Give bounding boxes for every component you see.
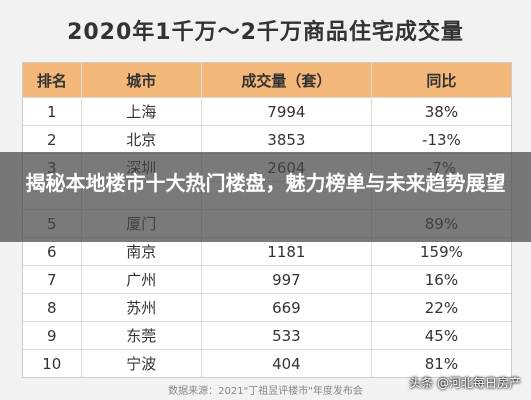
- source-note: 数据来源：2021"丁祖昱评楼市"年度发布会: [168, 386, 363, 397]
- change-cell: 81%: [424, 354, 459, 373]
- change-cell: 159%: [419, 242, 463, 261]
- table-row: 1 上海 7994 38%: [23, 97, 511, 125]
- rank-cell: 10: [23, 350, 82, 377]
- city-cell: 北京: [82, 126, 202, 153]
- city-cell: 上海: [82, 98, 202, 125]
- rank-cell: 6: [23, 238, 82, 265]
- rank-cell: 1: [23, 98, 82, 125]
- volume-cell: 1181: [202, 238, 372, 265]
- change-cell: 45%: [424, 326, 459, 345]
- volume-cell: 3853: [202, 126, 372, 153]
- banner-overlay: [0, 152, 531, 242]
- header-cell: 排名: [23, 63, 82, 97]
- volume-cell: 669: [202, 294, 372, 321]
- header-cell: 城市: [82, 63, 202, 97]
- table-row: 2 北京 3853 -13%: [23, 125, 511, 153]
- table-row: 9 东莞 533 45%: [23, 321, 511, 349]
- rank-cell: 2: [23, 126, 82, 153]
- city-cell: 苏州: [82, 294, 202, 321]
- rank-cell: 7: [23, 266, 82, 293]
- header-cell: 同比: [426, 71, 457, 90]
- table-row: 7 广州 997 16%: [23, 265, 511, 293]
- volume-cell: 997: [202, 266, 372, 293]
- volume-cell: 404: [202, 350, 372, 377]
- header-cell: 成交量（套）: [202, 63, 372, 97]
- city-cell: 宁波: [82, 350, 202, 377]
- rank-cell: 9: [23, 322, 82, 349]
- header-row: 排名 城市 成交量（套） 同比: [23, 63, 511, 97]
- change-cell: 16%: [424, 270, 459, 289]
- change-cell: -13%: [422, 130, 461, 149]
- city-cell: 东莞: [82, 322, 202, 349]
- change-cell: 22%: [424, 298, 459, 317]
- volume-cell: 533: [202, 322, 372, 349]
- title: 2020年1千万～2千万商品住宅成交量: [67, 20, 464, 45]
- table-row: 6 南京 1181 159%: [23, 237, 511, 265]
- table-row: 8 苏州 669 22%: [23, 293, 511, 321]
- watermark: 头条 @河北每日房产: [409, 376, 521, 390]
- city-cell: 广州: [82, 266, 202, 293]
- rank-cell: 8: [23, 294, 82, 321]
- banner-text: 揭秘本地楼市十大热门楼盘，魅力榜单与未来趋势展望: [25, 171, 506, 195]
- city-cell: 南京: [82, 238, 202, 265]
- change-cell: 38%: [424, 102, 459, 121]
- volume-cell: 7994: [202, 98, 372, 125]
- table-row: 10 宁波 404 81%: [23, 349, 511, 377]
